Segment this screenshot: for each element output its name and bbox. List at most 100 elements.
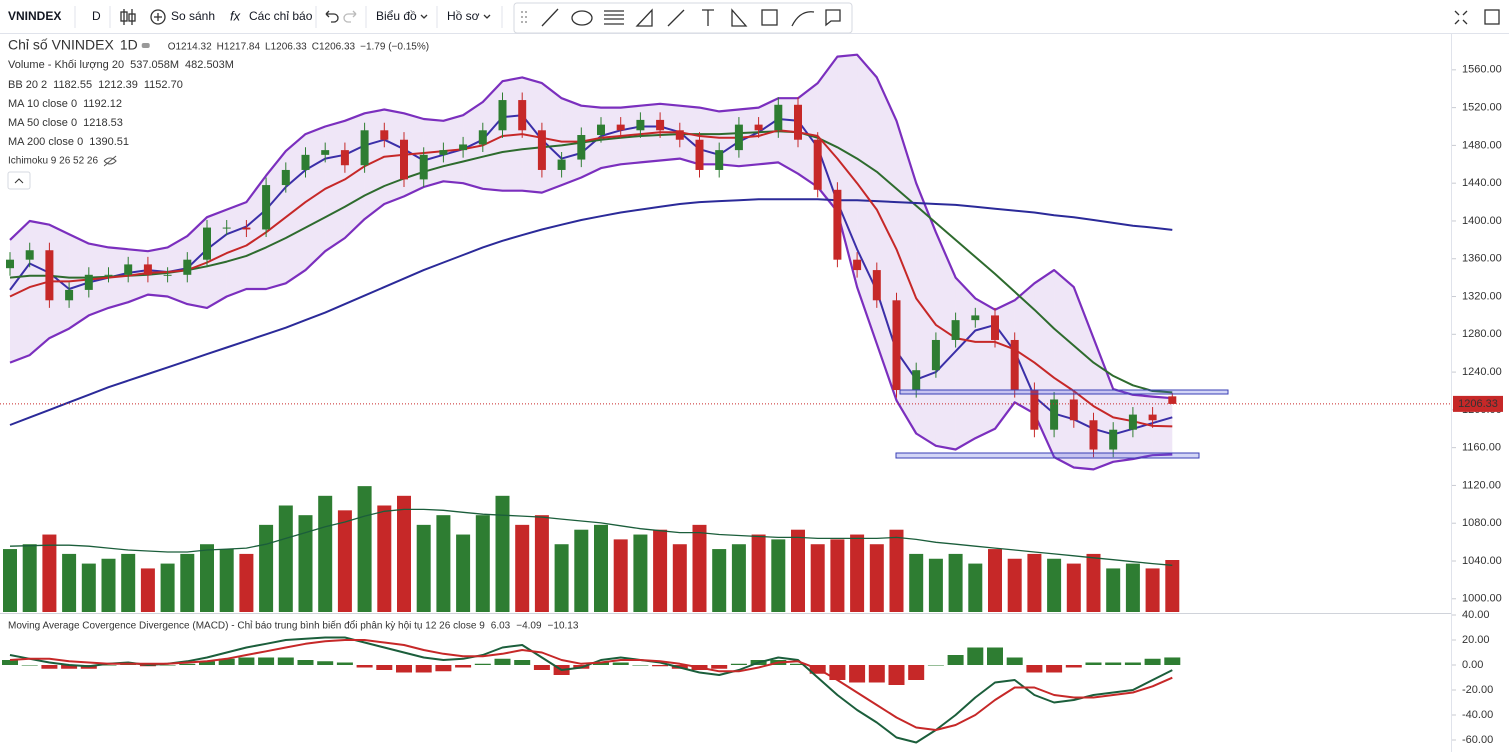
macd-layer xyxy=(2,636,1181,744)
rect-tool[interactable] xyxy=(761,9,778,26)
candle-body xyxy=(794,104,802,140)
candle-body xyxy=(991,315,999,340)
volume-bar xyxy=(357,486,372,612)
bollinger-fill xyxy=(1014,283,1035,414)
volume-bar xyxy=(219,549,234,612)
dropdown-arrow xyxy=(420,14,428,19)
macd-histogram-bar xyxy=(238,657,255,665)
indicators-label[interactable]: Các chỉ báo xyxy=(249,9,313,23)
volume-bar xyxy=(62,553,77,612)
legend-text: 6.03 xyxy=(491,621,511,632)
compare-label[interactable]: So sánh xyxy=(171,9,215,23)
bollinger-fill xyxy=(364,109,385,220)
volume-bar xyxy=(948,553,963,612)
interval-button[interactable]: D xyxy=(92,9,101,23)
macd-histogram-bar xyxy=(356,665,373,668)
last-price-tag xyxy=(1453,395,1503,412)
volume-bar xyxy=(731,544,746,612)
macd-histogram-bar xyxy=(829,665,846,680)
volume-ma-line xyxy=(9,508,1173,566)
volume-bar xyxy=(909,553,924,612)
comment-tool[interactable] xyxy=(825,9,841,27)
volume-bar xyxy=(968,563,983,612)
indicators-button[interactable]: fx Các chỉ báo xyxy=(230,8,313,23)
drag-handle[interactable] xyxy=(521,11,527,23)
candle-type-icon[interactable] xyxy=(120,9,136,25)
macd-histogram-bar xyxy=(159,665,176,666)
volume-bar xyxy=(653,529,668,612)
candle-body xyxy=(656,119,665,131)
macd-histogram-bar xyxy=(41,665,58,669)
macd-histogram-bar xyxy=(947,655,964,665)
volume-bar xyxy=(1165,560,1180,612)
angle-tool[interactable] xyxy=(731,8,748,27)
candle-body xyxy=(557,159,566,170)
candle-body xyxy=(1069,399,1078,421)
legend-text: −4.09 xyxy=(516,621,542,632)
legend-text: 1390.51 xyxy=(89,136,129,148)
fx-icon[interactable]: fx xyxy=(230,8,241,23)
volume-bar xyxy=(1007,558,1022,612)
redo-icon[interactable] xyxy=(343,10,357,23)
macd-histogram-bar xyxy=(494,658,511,665)
bollinger-fill xyxy=(876,77,897,401)
bollinger-middle xyxy=(9,129,1173,428)
legend-ohlc: −1.79 (−0.15%) xyxy=(360,42,429,53)
collapse-legend-button[interactable] xyxy=(7,171,31,190)
macd-histogram-bar xyxy=(1164,657,1181,665)
macd-histogram-bar xyxy=(908,665,925,680)
volume-bar xyxy=(436,515,451,612)
candle-body xyxy=(143,264,152,275)
legend-ohlc: L1206.33 xyxy=(265,42,307,53)
profile-button[interactable]: Hồ sơ xyxy=(447,9,480,23)
volume-bar xyxy=(1027,553,1042,612)
ellipse-tool[interactable] xyxy=(571,10,593,26)
volume-bar xyxy=(988,549,1002,612)
fib-tool[interactable] xyxy=(604,10,624,25)
brush-tool[interactable] xyxy=(791,11,815,27)
y-tick-label: 1520.00 xyxy=(1462,102,1502,114)
y-tick-label: 1480.00 xyxy=(1462,139,1502,151)
candle-body xyxy=(912,370,921,391)
bollinger-fill xyxy=(187,217,207,308)
macd-histogram-bar xyxy=(868,665,885,683)
candle-body xyxy=(65,289,74,301)
candle-body xyxy=(1148,414,1157,421)
candle-body xyxy=(1010,339,1019,391)
candle-body xyxy=(25,250,34,260)
fullscreen-icon[interactable] xyxy=(1454,10,1468,25)
chart-type-button[interactable]: Biểu đồ xyxy=(376,9,417,23)
legend-text: MA 200 close 0 xyxy=(8,136,83,148)
macd-histogram-bar xyxy=(593,662,609,665)
volume-bar xyxy=(239,553,254,612)
undo-icon[interactable] xyxy=(325,10,339,23)
volume-bar xyxy=(3,549,17,612)
candle-body xyxy=(45,250,54,301)
macd-histogram-bar xyxy=(179,663,196,665)
candle-body xyxy=(1089,420,1098,450)
legend-text: 537.058M xyxy=(130,59,179,71)
candle-body xyxy=(1109,429,1118,450)
compare-button[interactable]: So sánh xyxy=(150,9,215,25)
legend-layer: Chỉ số VNINDEX 1D O1214.32 H1217.84 L1206.33… xyxy=(7,37,579,632)
volume-bar xyxy=(928,558,943,612)
macd-histogram-bar xyxy=(927,665,944,666)
volume-bar xyxy=(121,553,136,612)
volume-bar xyxy=(534,515,549,612)
volume-bar xyxy=(397,495,411,612)
y-tick-label: 1080.00 xyxy=(1462,517,1502,529)
symbol[interactable]: VNINDEX xyxy=(8,9,61,23)
macd-histogram-bar xyxy=(61,665,78,669)
trendline-tool[interactable] xyxy=(541,8,559,27)
macd-histogram-bar xyxy=(1046,665,1063,673)
legend-text: Moving Average Covergence Divergence (MA… xyxy=(8,620,485,632)
triangle-tool[interactable] xyxy=(635,8,653,27)
y-tick-label: 1000.00 xyxy=(1462,593,1502,605)
text-tool[interactable] xyxy=(702,9,714,26)
y-tick-label: 20.00 xyxy=(1462,634,1490,646)
candle-body xyxy=(715,150,724,170)
line-tool[interactable] xyxy=(667,9,685,27)
snapshot-icon[interactable] xyxy=(1484,9,1500,25)
candle-body xyxy=(971,315,980,321)
